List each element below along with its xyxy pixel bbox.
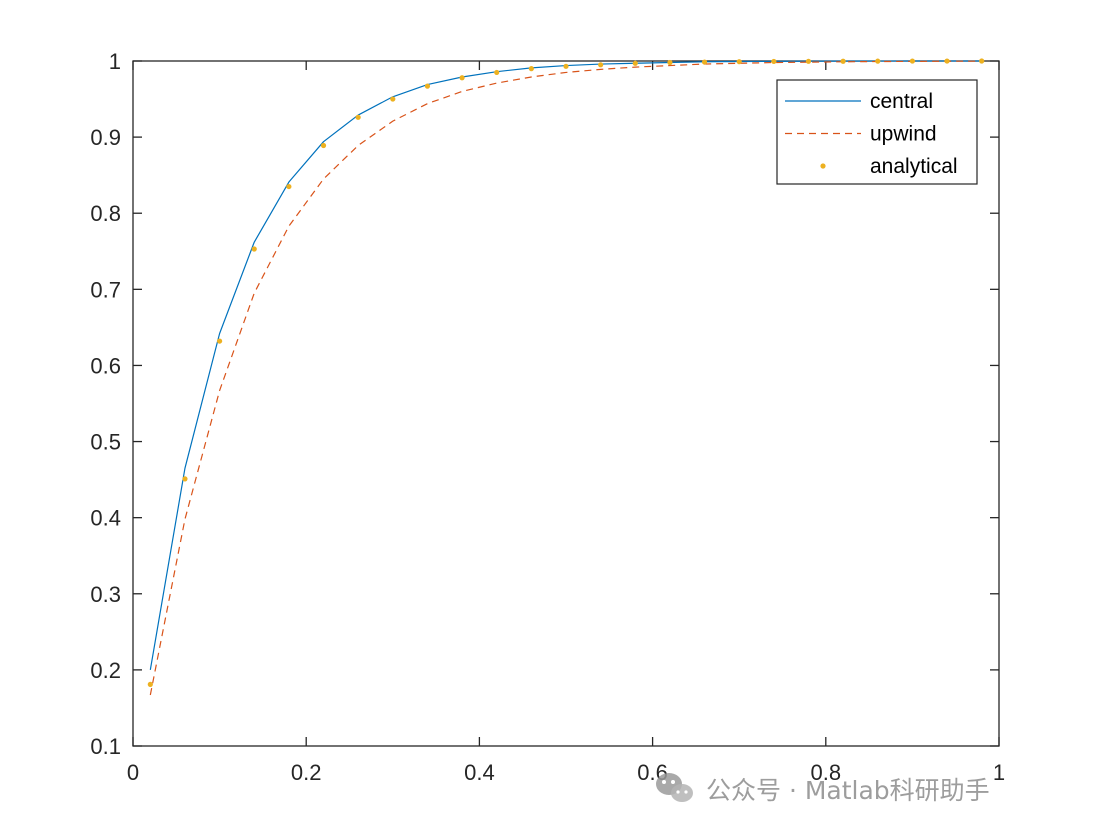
axes-box	[132, 60, 1000, 747]
y-tick-label: 0.5	[90, 430, 121, 455]
y-tick-label: 1	[109, 49, 121, 74]
y-tick-label: 0.3	[90, 582, 121, 607]
y-tick-label: 0.1	[90, 734, 121, 759]
series-analytical-point	[320, 142, 327, 149]
series-analytical-point	[667, 59, 673, 66]
x-tick-label: 0.4	[464, 760, 495, 785]
watermark-text: 公众号 · Matlab科研助手	[706, 776, 990, 805]
series-analytical-point	[909, 58, 916, 64]
series-analytical-point	[182, 476, 188, 482]
y-tick-label: 0.8	[90, 201, 121, 226]
x-tick-label: 0	[127, 760, 139, 785]
y-tick-label: 0.6	[90, 353, 121, 378]
legend-box	[776, 79, 978, 185]
series-analytical-point	[805, 58, 812, 64]
series-analytical-point	[251, 246, 257, 252]
series-analytical-point	[424, 83, 431, 89]
series-analytical-point	[494, 69, 500, 76]
series-analytical-point	[390, 96, 396, 102]
series-analytical-point	[875, 58, 881, 64]
y-tick-label: 0.9	[90, 125, 121, 150]
series-analytical-point	[355, 114, 361, 120]
legend-label-central: central	[870, 90, 933, 113]
series-analytical-point	[944, 58, 950, 64]
series-analytical-point	[459, 75, 465, 81]
legend-label-upwind: upwind	[870, 123, 937, 146]
x-tick-label: 0.8	[811, 760, 842, 785]
x-tick-label: 1	[993, 760, 1005, 785]
series-analytical-point	[736, 59, 742, 65]
series-analytical-point	[979, 58, 985, 64]
series-analytical-point	[598, 62, 604, 68]
series-analytical-point	[771, 58, 777, 65]
legend-label-analytical: analytical	[870, 155, 958, 178]
series-analytical-point	[217, 338, 223, 344]
legend: central upwind analytical	[776, 79, 978, 185]
watermark: 公众号 · Matlab科研助手	[656, 773, 990, 805]
series-analytical-point	[286, 183, 292, 190]
series-analytical-point	[632, 60, 638, 66]
x-tick-label: 0.2	[291, 760, 322, 785]
wechat-icon	[656, 773, 693, 802]
series-analytical-point	[701, 59, 708, 65]
series-analytical-point	[840, 58, 846, 64]
y-tick-label: 0.4	[90, 506, 121, 531]
y-tick-label: 0.7	[90, 277, 121, 302]
series-analytical-point	[528, 66, 534, 72]
series-analytical-point	[147, 681, 153, 687]
series-analytical-point	[563, 63, 569, 69]
y-tick-label: 0.2	[90, 658, 121, 683]
legend-swatch-analytical	[820, 163, 826, 169]
